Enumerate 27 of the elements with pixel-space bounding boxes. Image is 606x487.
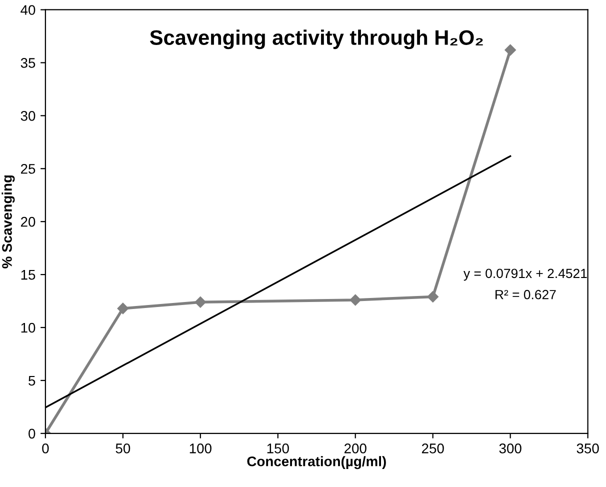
text: Scavenging activity through H₂O₂ [150, 30, 483, 50]
annotation: R² = 0.627 [496, 290, 556, 300]
y-tick-label: 25 [20, 164, 36, 174]
annotation: y = 0.0791x + 2.4521 [463, 268, 587, 281]
x-tick-label: 350 [576, 444, 599, 454]
x-tick-label: 250 [422, 444, 444, 454]
x-axis-title: Concentration(µg/ml) [247, 456, 386, 470]
x-tick-label: 100 [190, 444, 212, 454]
point [427, 291, 438, 302]
point [350, 294, 361, 306]
y-axis-title: % Scavenging [2, 175, 15, 268]
y-tick-label: 35 [20, 58, 36, 68]
y-tick-label: 40 [20, 5, 36, 15]
point [504, 44, 516, 56]
y-tick-label: 20 [20, 216, 36, 227]
x-tick-label: 150 [267, 444, 289, 454]
y-tick-label: 0 [28, 428, 36, 439]
y-tick-label: 10 [21, 322, 36, 333]
y-tick-label: 30 [20, 110, 36, 121]
x-tick-label: 300 [499, 444, 522, 454]
x-tick-label: 50 [116, 444, 130, 454]
point [117, 302, 129, 314]
y-tick-label: 15 [21, 270, 36, 280]
y-tick-label: 5 [28, 376, 36, 386]
x-tick-label: 0 [42, 444, 49, 454]
x-tick-label: 200 [344, 444, 366, 454]
point [194, 296, 206, 308]
